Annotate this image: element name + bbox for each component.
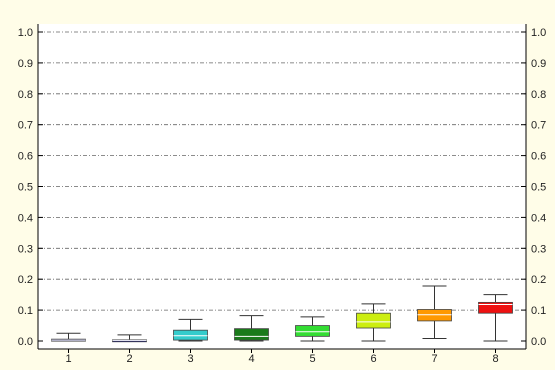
x-tick-label: 6 bbox=[370, 353, 376, 365]
y-tick-label-left: 1.0 bbox=[18, 27, 33, 39]
y-tick-label-left: 0.0 bbox=[18, 336, 33, 348]
box-group-8 bbox=[478, 294, 513, 342]
x-tick-label: 8 bbox=[492, 353, 498, 365]
y-tick-label-left: 0.5 bbox=[18, 182, 33, 194]
y-tick-label-right: 0.7 bbox=[531, 120, 546, 132]
x-tick-label: 2 bbox=[126, 353, 132, 365]
y-tick-label-right: 0.0 bbox=[531, 336, 546, 348]
box-group-3 bbox=[173, 318, 208, 342]
y-tick-label-left: 0.3 bbox=[18, 243, 33, 255]
x-tick-label: 3 bbox=[187, 353, 193, 365]
x-tick-label: 7 bbox=[431, 353, 437, 365]
y-tick-label-left: 0.4 bbox=[18, 212, 33, 224]
box-group-6 bbox=[356, 303, 391, 342]
y-tick-label-right: 0.2 bbox=[531, 274, 546, 286]
box-group-1 bbox=[51, 332, 86, 342]
x-tick-label: 4 bbox=[248, 353, 254, 365]
y-tick-label-right: 0.9 bbox=[531, 58, 546, 70]
box-group-7 bbox=[417, 285, 452, 340]
y-tick-label-right: 0.1 bbox=[531, 305, 546, 317]
y-tick-label-left: 0.7 bbox=[18, 120, 33, 132]
y-tick-label-right: 0.4 bbox=[531, 212, 546, 224]
y-tick-label-left: 0.6 bbox=[18, 151, 33, 163]
y-tick-label-right: 1.0 bbox=[531, 27, 546, 39]
box-body bbox=[295, 325, 330, 337]
boxes bbox=[51, 285, 513, 343]
box-group-2 bbox=[112, 334, 147, 343]
x-tick-label: 1 bbox=[65, 353, 71, 365]
y-tick-label-right: 0.6 bbox=[531, 151, 546, 163]
axes bbox=[37, 24, 527, 350]
y-tick-label-left: 0.8 bbox=[18, 89, 33, 101]
box-body bbox=[478, 301, 513, 314]
box-body bbox=[173, 329, 208, 341]
box-body bbox=[234, 328, 269, 341]
box-body bbox=[356, 312, 391, 329]
box-group-5 bbox=[295, 316, 330, 342]
y-tick-label-left: 0.1 bbox=[18, 305, 33, 317]
box-group-4 bbox=[234, 315, 269, 342]
x-tick-label: 5 bbox=[309, 353, 315, 365]
y-tick-label-right: 0.5 bbox=[531, 182, 546, 194]
grid-lines bbox=[38, 31, 526, 342]
tick-labels: 0.0 0.0 0.1 0.1 0.2 0.2 0.3 0.3 0.4 0.4 0.5 0.5 0.6 0… bbox=[18, 27, 547, 365]
y-tick-label-right: 0.8 bbox=[531, 89, 546, 101]
y-tick-label-left: 0.9 bbox=[18, 58, 33, 70]
y-tick-label-right: 0.3 bbox=[531, 243, 546, 255]
y-tick-label-left: 0.2 bbox=[18, 274, 33, 286]
